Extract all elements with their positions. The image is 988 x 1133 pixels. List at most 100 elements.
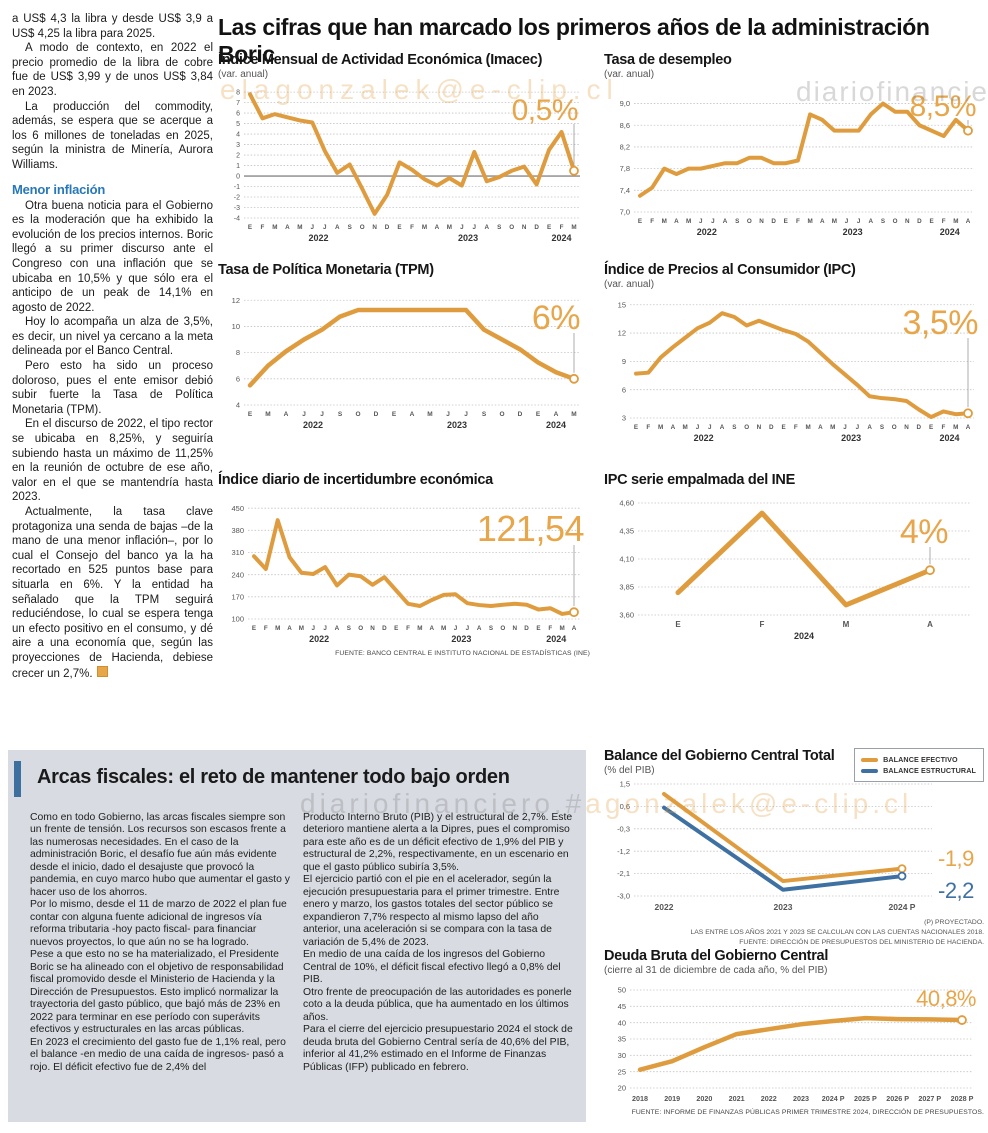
svg-text:-1,9: -1,9 <box>938 846 974 871</box>
svg-text:F: F <box>942 218 946 225</box>
legend-label: BALANCE ESTRUCTURAL <box>883 766 976 775</box>
chart-card-balance: Balance del Gobierno Central Total (% de… <box>604 748 984 949</box>
svg-text:J: J <box>302 411 306 418</box>
svg-text:N: N <box>759 218 764 225</box>
svg-text:E: E <box>675 620 681 629</box>
svg-text:N: N <box>370 625 375 632</box>
svg-text:7,0: 7,0 <box>620 208 630 217</box>
svg-text:A: A <box>284 411 289 418</box>
svg-text:A: A <box>720 424 725 431</box>
svg-text:F: F <box>941 424 945 431</box>
fiscal-section-headline: Arcas fiscales: el reto de mantener todo… <box>37 766 510 788</box>
svg-text:A: A <box>671 424 676 431</box>
svg-text:S: S <box>482 411 487 418</box>
svg-text:J: J <box>845 218 849 225</box>
svg-text:O: O <box>358 625 363 632</box>
svg-text:A: A <box>966 424 971 431</box>
paragraph: En 2023 el crecimiento del gasto fue de … <box>30 1036 286 1073</box>
paragraph: Producto Interno Bruto (PIB) y el estruc… <box>303 812 573 873</box>
chart-card-ipc: Índice de Precios al Consumidor (IPC) (v… <box>604 262 984 448</box>
svg-text:2024: 2024 <box>546 634 566 644</box>
svg-text:M: M <box>441 625 446 632</box>
svg-text:2022: 2022 <box>655 902 674 912</box>
svg-text:100: 100 <box>231 615 244 624</box>
svg-text:2023: 2023 <box>774 902 793 912</box>
svg-text:-2,2: -2,2 <box>938 878 974 903</box>
svg-text:15: 15 <box>618 300 626 309</box>
svg-text:2024: 2024 <box>552 233 572 243</box>
svg-text:S: S <box>338 411 343 418</box>
svg-text:S: S <box>732 424 736 431</box>
svg-text:M: M <box>662 218 667 225</box>
fiscal-section-panel <box>8 750 586 1122</box>
svg-text:M: M <box>843 620 850 629</box>
svg-text:M: M <box>571 411 576 418</box>
svg-text:-3: -3 <box>234 205 240 212</box>
svg-text:4%: 4% <box>900 513 948 551</box>
svg-text:3,5%: 3,5% <box>903 304 979 342</box>
svg-text:F: F <box>560 224 564 231</box>
svg-text:E: E <box>784 218 788 225</box>
chart-card-deuda: Deuda Bruta del Gobierno Central (cierre… <box>604 948 984 1116</box>
svg-text:S: S <box>497 224 501 231</box>
svg-text:A: A <box>285 224 290 231</box>
svg-text:D: D <box>917 218 922 225</box>
chart-title: Deuda Bruta del Gobierno Central <box>604 948 829 964</box>
svg-text:M: M <box>297 224 302 231</box>
svg-text:D: D <box>374 411 379 418</box>
svg-text:E: E <box>929 218 933 225</box>
paragraph: Actualmente, la tasa clave protagoniza u… <box>12 506 213 680</box>
svg-text:25: 25 <box>618 1067 626 1076</box>
paragraph: Otra buena noticia para el Gobierno es l… <box>12 199 213 314</box>
paragraph: Como en todo Gobierno, las arcas fiscale… <box>30 812 290 898</box>
svg-text:M: M <box>686 218 691 225</box>
fiscal-text-column-2: Producto Interno Bruto (PIB) y el estruc… <box>303 812 574 1074</box>
chart-source: FUENTE: BANCO CENTRAL E INSTITUTO NACION… <box>335 650 590 657</box>
svg-text:A: A <box>429 625 434 632</box>
svg-text:4: 4 <box>236 401 240 410</box>
page-title: Las cifras que han marcado los primeros … <box>218 14 930 67</box>
svg-text:E: E <box>248 224 252 231</box>
svg-text:-3,0: -3,0 <box>617 892 630 901</box>
svg-text:3: 3 <box>622 414 626 423</box>
svg-text:F: F <box>261 224 265 231</box>
svg-text:6: 6 <box>622 385 626 394</box>
svg-text:E: E <box>392 411 397 418</box>
chart-source: FUENTE: INFORME DE FINANZAS PÚBLICAS PRI… <box>631 1109 984 1116</box>
paragraph: En medio de una caída de los ingresos de… <box>303 949 561 986</box>
svg-text:7,8: 7,8 <box>620 164 630 173</box>
svg-text:121,54: 121,54 <box>477 508 584 549</box>
svg-text:2023: 2023 <box>447 420 467 430</box>
svg-text:E: E <box>536 625 540 632</box>
chart-footnotes: (P) PROYECTADO. LAS ENTRE LOS AÑOS 2021 … <box>604 918 984 949</box>
svg-text:M: M <box>683 424 688 431</box>
svg-text:6: 6 <box>236 374 240 383</box>
svg-text:S: S <box>881 218 885 225</box>
chart-subtitle: (var. anual) <box>218 69 269 80</box>
fiscal-text-column-1: Como en todo Gobierno, las arcas fiscale… <box>30 812 290 1074</box>
svg-text:J: J <box>466 625 470 632</box>
svg-text:A: A <box>820 218 825 225</box>
svg-text:S: S <box>880 424 884 431</box>
svg-text:2023: 2023 <box>841 433 861 443</box>
svg-text:310: 310 <box>231 548 244 557</box>
svg-text:O: O <box>500 625 505 632</box>
svg-text:J: J <box>323 625 327 632</box>
svg-text:35: 35 <box>618 1035 626 1044</box>
svg-text:2023: 2023 <box>793 1094 809 1103</box>
svg-text:M: M <box>272 224 277 231</box>
svg-text:2022: 2022 <box>697 227 717 237</box>
svg-text:-2,1: -2,1 <box>617 869 630 878</box>
svg-text:S: S <box>347 625 351 632</box>
paragraph: En el discurso de 2022, el tipo rector s… <box>12 418 213 504</box>
svg-text:J: J <box>696 424 700 431</box>
svg-text:F: F <box>646 424 650 431</box>
svg-text:2018: 2018 <box>632 1094 648 1103</box>
svg-text:A: A <box>435 224 440 231</box>
svg-text:D: D <box>771 218 776 225</box>
svg-text:N: N <box>905 218 910 225</box>
svg-text:4: 4 <box>236 132 240 139</box>
svg-text:J: J <box>323 224 327 231</box>
chart-title: Índice Mensual de Actividad Económica (I… <box>218 52 543 68</box>
